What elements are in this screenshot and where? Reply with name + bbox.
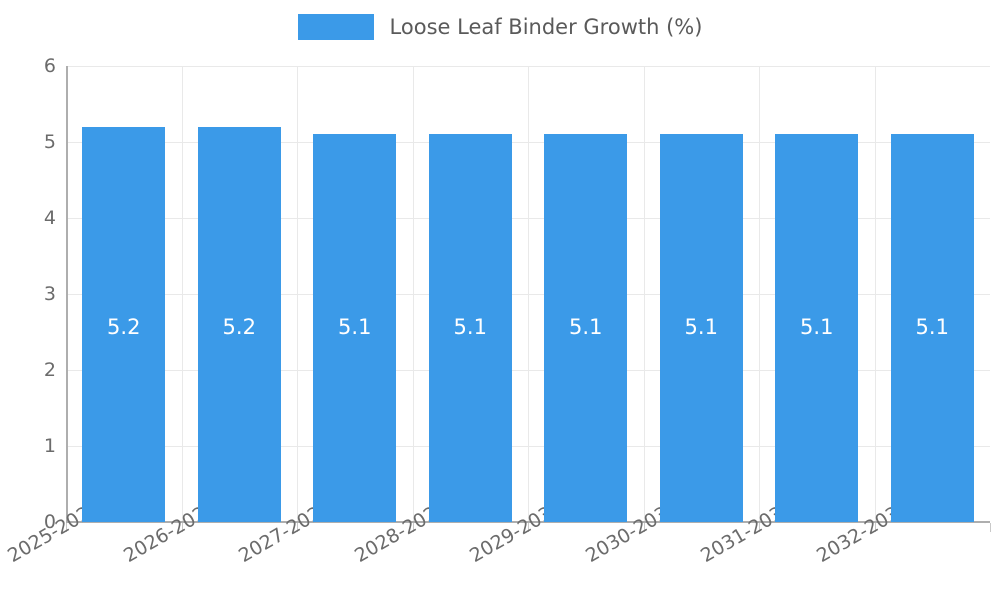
gridline-vertical	[413, 66, 414, 522]
gridline-vertical	[528, 66, 529, 522]
x-axis-line	[66, 521, 990, 523]
x-axis-tick-mark	[297, 523, 298, 532]
y-axis-ticks: 6 5 4 3 2 1 0	[0, 0, 56, 600]
x-axis-tick-mark	[644, 523, 645, 532]
y-axis-tick-label: 1	[43, 435, 56, 457]
bar[interactable]	[659, 134, 743, 522]
bar[interactable]	[775, 134, 859, 522]
bar-value-label: 5.2	[222, 315, 256, 339]
legend-label-series-0: Loose Leaf Binder Growth (%)	[389, 15, 703, 39]
bar-value-label: 5.1	[684, 315, 718, 339]
legend-swatch-icon	[297, 14, 374, 40]
bar[interactable]	[197, 126, 281, 522]
x-axis-tick-mark	[528, 523, 529, 532]
y-axis-tick-label: 5	[43, 131, 56, 153]
gridline-vertical	[182, 66, 183, 522]
bar-value-label: 5.1	[800, 315, 834, 339]
bar-value-label: 5.1	[915, 315, 949, 339]
bar[interactable]	[890, 134, 974, 522]
x-axis-tick-mark	[66, 523, 67, 532]
y-axis-tick-label: 0	[43, 511, 56, 533]
y-axis-line	[66, 66, 68, 523]
x-axis-tick-mark	[413, 523, 414, 532]
bar[interactable]	[82, 126, 166, 522]
x-axis-tick-mark	[990, 523, 991, 532]
gridline-vertical	[644, 66, 645, 522]
x-axis-tick-mark	[182, 523, 183, 532]
bar-value-label: 5.1	[569, 315, 603, 339]
y-axis-tick-label: 4	[43, 207, 56, 229]
gridline-vertical	[297, 66, 298, 522]
y-axis-tick-label: 6	[43, 55, 56, 77]
y-axis-tick-label: 3	[43, 283, 56, 305]
x-axis-tick-mark	[875, 523, 876, 532]
bar-value-label: 5.1	[338, 315, 372, 339]
bar[interactable]	[544, 134, 628, 522]
chart-legend: Loose Leaf Binder Growth (%)	[0, 14, 1000, 40]
gridline-vertical	[875, 66, 876, 522]
y-axis-tick-label: 2	[43, 359, 56, 381]
bar[interactable]	[428, 134, 512, 522]
bar-value-label: 5.2	[107, 315, 141, 339]
x-axis-tick-mark	[759, 523, 760, 532]
gridline-vertical	[759, 66, 760, 522]
bar[interactable]	[313, 134, 397, 522]
bar-value-label: 5.1	[453, 315, 487, 339]
